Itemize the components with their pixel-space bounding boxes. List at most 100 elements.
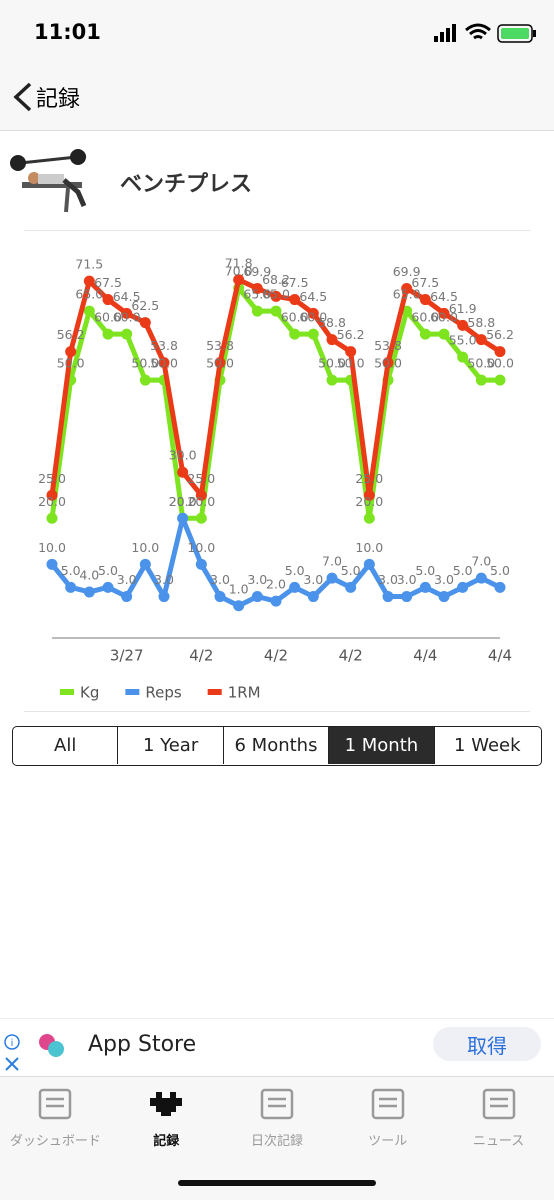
data-label: 3.0	[210, 572, 230, 587]
data-label: 50.0	[467, 356, 495, 371]
data-label: 60.0	[299, 310, 327, 325]
back-button[interactable]: 記録	[10, 80, 80, 114]
data-point	[46, 512, 58, 524]
data-label: 7.0	[471, 554, 491, 569]
data-label: 56.2	[337, 327, 365, 342]
data-point	[102, 328, 114, 340]
data-label: 10.0	[187, 540, 215, 555]
data-point	[457, 319, 469, 331]
exercise-image	[10, 149, 87, 213]
data-label: 2.0	[266, 577, 286, 592]
segment[interactable]: 6 Months	[224, 727, 330, 764]
ad-banner	[0, 1018, 554, 1077]
data-label: 60.0	[113, 310, 141, 325]
data-point	[251, 591, 263, 603]
tab-bar	[0, 1076, 554, 1200]
data-label: 65.0	[393, 287, 421, 302]
data-label: 7.0	[322, 554, 342, 569]
tab[interactable]: ダッシュボード	[0, 1084, 111, 1154]
x-tick-label: 4/2	[264, 647, 288, 665]
exercise-title: ベンチプレス	[120, 172, 253, 197]
data-label: 50.0	[57, 356, 85, 371]
data-point	[158, 591, 170, 603]
legend-swatch	[60, 689, 74, 695]
segment[interactable]: 1 Year	[118, 727, 224, 764]
data-label: 69.9	[243, 264, 271, 279]
ad-button[interactable]: 取得	[433, 1027, 541, 1061]
data-label: 64.5	[299, 289, 327, 304]
tab[interactable]: 日次記録	[222, 1084, 333, 1154]
data-point	[65, 581, 77, 593]
segment[interactable]: 1 Month	[329, 727, 435, 764]
data-label: 20.0	[38, 494, 66, 509]
data-label: 5.0	[98, 563, 118, 578]
data-label: 50.0	[486, 356, 514, 371]
data-label: 64.5	[113, 289, 141, 304]
data-point	[475, 334, 487, 346]
segment[interactable]: 1 Week	[454, 735, 521, 756]
tab-icon	[39, 1088, 72, 1120]
data-label: 64.5	[430, 289, 458, 304]
data-label: 5.0	[415, 563, 435, 578]
data-point	[158, 357, 170, 369]
data-point	[270, 305, 282, 317]
data-point	[363, 489, 375, 501]
data-label: 10.0	[38, 540, 66, 555]
data-point	[46, 558, 58, 570]
data-point	[83, 305, 95, 317]
data-point	[289, 294, 301, 306]
data-label: 3.0	[397, 572, 417, 587]
data-point	[121, 307, 133, 319]
divider	[24, 711, 530, 712]
data-label: 65.0	[243, 287, 271, 302]
data-label: 30.0	[169, 448, 197, 463]
legend-swatch	[125, 689, 140, 695]
home-indicator	[178, 1180, 376, 1186]
status-icons	[434, 23, 536, 43]
data-point	[457, 581, 469, 593]
tab[interactable]: ツール	[332, 1084, 443, 1154]
tab[interactable]: 記録	[111, 1084, 222, 1154]
chart: 3/27 4/2 4/2 4/2 4/4 4/420.050.065.060.060.05…	[38, 255, 514, 702]
data-point	[139, 317, 151, 329]
data-label: 5.0	[453, 563, 473, 578]
data-point	[83, 275, 95, 287]
data-label: 65.0	[262, 287, 290, 302]
data-label: 55.0	[449, 333, 477, 348]
data-label: 50.0	[131, 356, 159, 371]
data-label: 3.0	[117, 572, 137, 587]
data-point	[139, 374, 151, 386]
data-label: 10.0	[355, 540, 383, 555]
data-label: 5.0	[61, 563, 81, 578]
data-point	[307, 307, 319, 319]
data-label: 68.2	[262, 272, 290, 287]
data-label: 3.0	[434, 572, 454, 587]
data-label: 53.8	[206, 338, 234, 353]
tab-label: ダッシュボード	[9, 1134, 101, 1149]
data-label: 53.8	[150, 338, 178, 353]
data-label: 4.0	[79, 567, 99, 582]
x-tick-label: 4/2	[339, 647, 363, 665]
data-label: 50.0	[374, 356, 402, 371]
data-point	[419, 328, 431, 340]
tab-icon	[371, 1088, 405, 1120]
data-label: 67.5	[411, 275, 439, 290]
data-point	[270, 290, 282, 302]
data-label: 60.0	[94, 310, 122, 325]
tab-label: ニュース	[472, 1134, 525, 1149]
segment[interactable]: All	[13, 727, 119, 764]
tab-label: ツール	[368, 1134, 408, 1149]
legend-label: Reps	[145, 684, 181, 702]
data-point	[233, 274, 245, 286]
data-label: 5.0	[341, 563, 361, 578]
tab[interactable]: ニュース	[443, 1084, 554, 1154]
data-point	[345, 581, 357, 593]
data-point	[419, 294, 431, 306]
legend-label: Kg	[80, 684, 99, 702]
data-label: 3.0	[303, 572, 323, 587]
data-point	[121, 591, 133, 603]
data-label: 50.0	[318, 356, 346, 371]
data-point	[289, 328, 301, 340]
ad-icons: i	[4, 1034, 64, 1071]
